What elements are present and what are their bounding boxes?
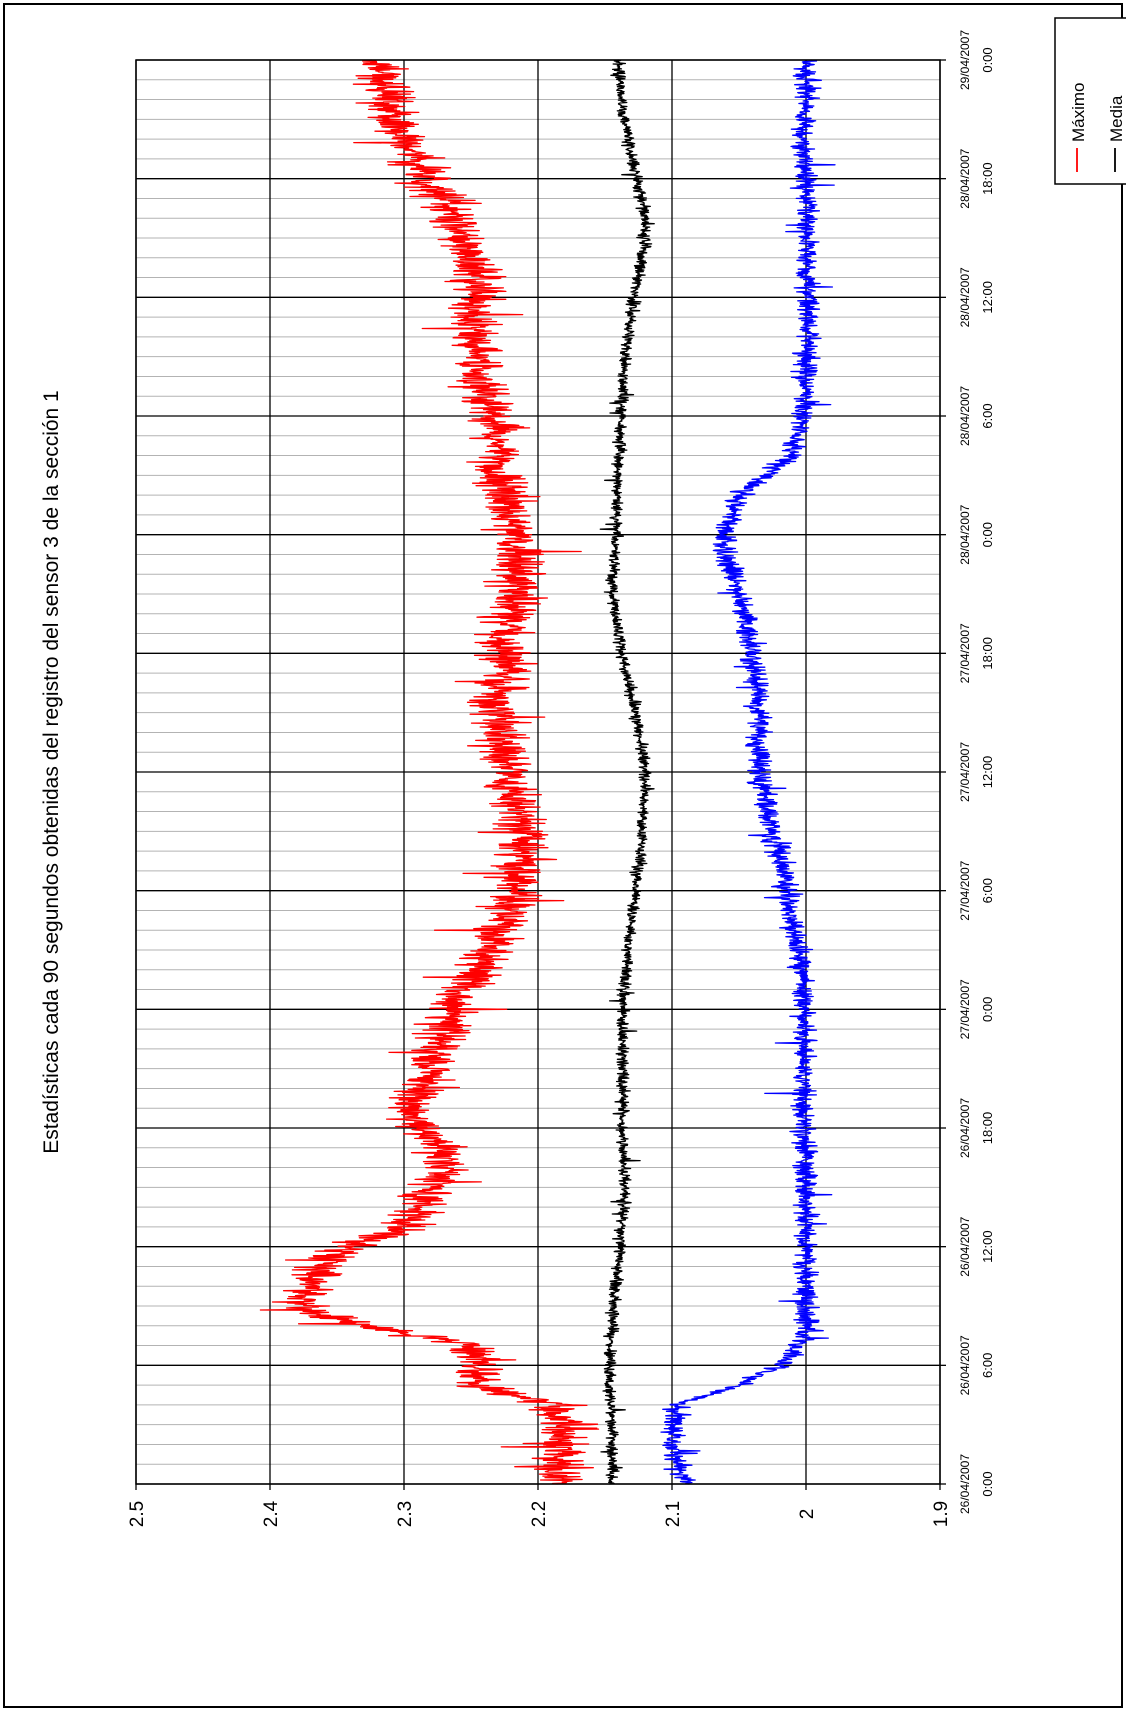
x-tick-date: 26/04/2007 (958, 1335, 972, 1395)
y-tick-label: 2 (797, 1509, 818, 1520)
series-line-maximo (259, 59, 600, 1485)
legend-label-media: Media (1107, 95, 1126, 142)
x-tick-date: 28/04/2007 (958, 148, 972, 208)
x-tick-label: 26/04/2007 0:00 (958, 1454, 995, 1514)
x-tick-date: 27/04/2007 (958, 860, 972, 920)
x-tick-time: 18:00 (980, 162, 995, 195)
y-tick-label: 2.5 (127, 1501, 148, 1527)
x-tick-date: 26/04/2007 (958, 1454, 972, 1514)
x-tick-label: 27/04/2007 12:00 (958, 742, 995, 802)
x-tick-date: 28/04/2007 (958, 504, 972, 564)
x-tick-label: 28/04/2007 6:00 (958, 386, 995, 446)
series-line-media (599, 59, 655, 1485)
chart-title: Estadísticas cada 90 segundos obtenidas … (40, 390, 63, 1153)
x-tick-label: 27/04/2007 18:00 (958, 623, 995, 683)
x-tick-time: 6:00 (980, 403, 995, 428)
x-tick-label: 28/04/2007 12:00 (958, 267, 995, 327)
plot-border (135, 59, 941, 1485)
x-tick-label: 26/04/2007 12:00 (958, 1216, 995, 1276)
x-tick-time: 6:00 (980, 1353, 995, 1378)
x-tick-time: 0:00 (980, 1471, 995, 1496)
x-tick-date: 28/04/2007 (958, 267, 972, 327)
x-tick-date: 26/04/2007 (958, 1216, 972, 1276)
x-tick-time: 6:00 (980, 878, 995, 903)
x-tick-time: 0:00 (980, 522, 995, 547)
x-tick-time: 12:00 (980, 1230, 995, 1263)
x-tick-date: 29/04/2007 (958, 30, 972, 90)
legend: MáximoMediaMínimo (1054, 17, 1126, 185)
x-tick-time: 18:00 (980, 637, 995, 670)
x-tick-time: 18:00 (980, 1112, 995, 1145)
x-tick-date: 27/04/2007 (958, 979, 972, 1039)
series-layer (259, 59, 836, 1485)
x-tick-label: 28/04/2007 0:00 (958, 504, 995, 564)
y-tick-labels: 2.5 2.4 2.3 2.2 2.1 2 1.9 (127, 1500, 952, 1527)
x-tick-time: 0:00 (980, 47, 995, 72)
x-tick-label: 28/04/2007 18:00 (958, 148, 995, 208)
series-line-minimo (660, 59, 836, 1485)
x-tick-date: 26/04/2007 (958, 1098, 972, 1158)
x-tick-label: 26/04/2007 6:00 (958, 1335, 995, 1395)
y-tick-label: 2.1 (663, 1501, 684, 1527)
x-tick-date: 27/04/2007 (958, 623, 972, 683)
legend-label-maximo: Máximo (1069, 82, 1088, 142)
x-tick-label: 27/04/2007 6:00 (958, 860, 995, 920)
x-tick-date: 28/04/2007 (958, 386, 972, 446)
y-tick-label: 2.3 (395, 1501, 416, 1527)
x-tick-label: 29/04/2007 0:00 (958, 30, 995, 90)
x-tick-date: 27/04/2007 (958, 742, 972, 802)
y-tick-label: 2.4 (261, 1500, 282, 1527)
x-tick-time: 12:00 (980, 281, 995, 314)
y-tick-label: 1.9 (931, 1501, 952, 1527)
x-tick-labels: 26/04/2007 0:00 26/04/2007 6:00 26/04/2007 12… (958, 30, 995, 1514)
x-tick-label: 26/04/2007 18:00 (958, 1098, 995, 1158)
x-tick-time: 12:00 (980, 756, 995, 789)
x-tick-label: 27/04/2007 0:00 (958, 979, 995, 1039)
x-tick-time: 0:00 (980, 997, 995, 1022)
y-tick-label: 2.2 (529, 1501, 550, 1527)
